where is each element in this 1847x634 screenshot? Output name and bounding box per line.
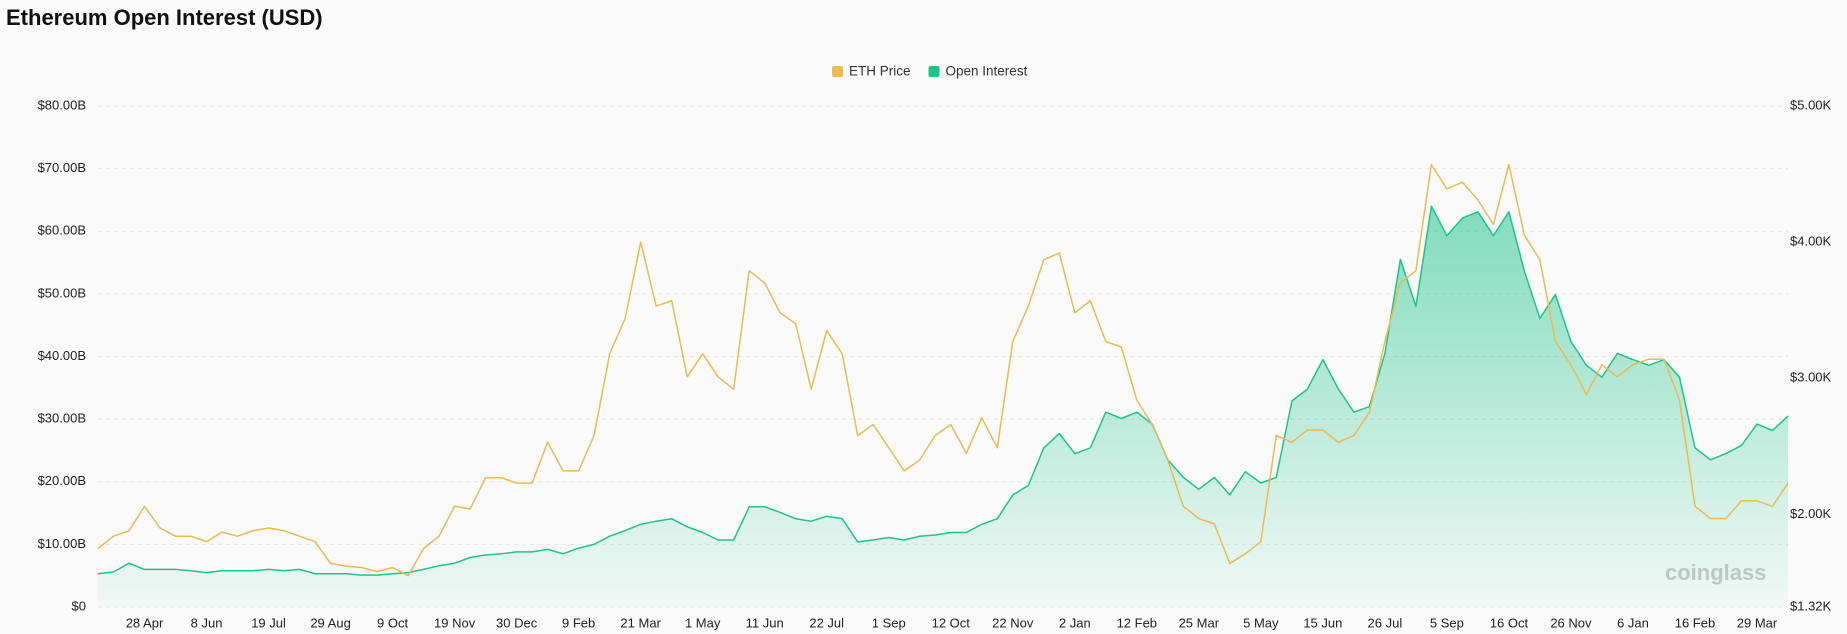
y-tick-label: $10.00B [38,536,86,551]
x-tick-label: 16 Feb [1675,615,1715,630]
y2-tick-label: $1.32K [1790,598,1832,613]
y-tick-label: $80.00B [38,97,86,112]
y2-tick-label: $2.00K [1790,506,1832,521]
chart-title: Ethereum Open Interest (USD) [6,5,323,30]
legend: ETH Price Open Interest [832,64,1028,79]
x-tick-label: 12 Feb [1117,615,1157,630]
area-fill [98,206,1788,607]
series-line [97,205,1789,576]
y2-tick-label: $5.00K [1790,97,1832,112]
y-tick-label: $60.00B [38,223,86,238]
y2-tick-label: $4.00K [1790,234,1832,249]
y-tick-label: $30.00B [38,411,86,426]
x-tick-label: 8 Jun [191,615,223,630]
x-tick-label: 29 Aug [310,615,351,630]
y-tick-label: $70.00B [38,160,86,175]
legend-label: Open Interest [946,64,1028,79]
y-tick-label: $0 [72,598,86,613]
x-tick-label: 22 Jul [809,615,844,630]
x-tick-label: 26 Nov [1550,615,1592,630]
legend-swatch [928,66,940,77]
x-tick-label: 9 Feb [562,615,595,630]
y2-tick-label: $3.00K [1790,370,1832,385]
y-tick-label: $20.00B [38,473,86,488]
x-tick-label: 22 Nov [992,615,1034,630]
x-tick-label: 21 Mar [620,615,661,630]
x-tick-label: 11 Jun [746,615,784,630]
x-tick-label: 5 May [1243,615,1279,630]
legend-label: ETH Price [849,64,911,79]
x-tick-label: 25 Mar [1179,615,1220,630]
x-tick-label: 15 Jun [1303,615,1342,630]
x-tick-label: 12 Oct [932,615,971,630]
x-tick-label: 29 Mar [1737,615,1778,630]
x-tick-label: 9 Oct [377,615,408,630]
x-tick-label: 16 Oct [1490,615,1529,630]
x-tick-label: 6 Jan [1617,615,1649,630]
y-tick-label: $40.00B [38,348,86,363]
x-tick-label: 1 Sep [872,615,906,630]
x-tick-label: 19 Jul [251,615,286,630]
x-tick-label: 30 Dec [496,615,538,630]
y-tick-label: $50.00B [38,285,86,300]
legend-swatch [832,66,843,77]
x-tick-label: 28 Apr [126,615,164,630]
x-tick-label: 1 May [685,615,721,630]
series-line [97,163,1789,577]
x-tick-label: 19 Nov [434,615,476,630]
x-tick-label: 26 Jul [1368,615,1403,630]
x-tick-label: 5 Sep [1430,615,1464,630]
x-tick-label: 2 Jan [1059,615,1091,630]
